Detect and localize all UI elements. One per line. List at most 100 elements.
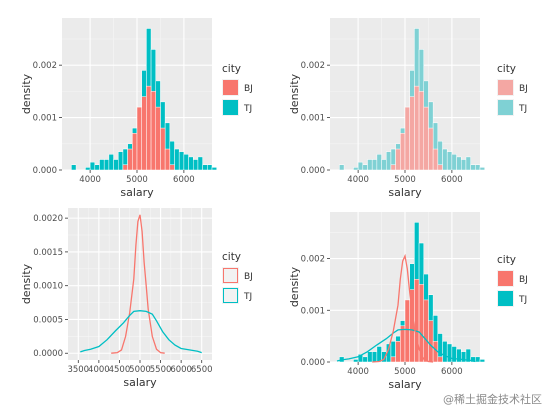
x-tick-label: 6000 [170, 365, 192, 375]
legend-label-tj: TJ [518, 295, 527, 305]
legend-label-tj: TJ [243, 292, 252, 302]
histogram-bar-tj [339, 164, 345, 171]
x-tick-label: 5500 [150, 365, 172, 375]
histogram-bar-bj [160, 127, 166, 171]
histogram-bar-tj [446, 343, 453, 363]
legend-key-tj [223, 100, 238, 115]
histogram-bar-bj [164, 148, 171, 171]
histogram-bar-bj [141, 96, 147, 171]
legend-label-bj: BJ [244, 272, 253, 282]
histogram-bar-tj [367, 351, 373, 363]
histogram-bar-tj [446, 151, 453, 171]
histogram-bar-bj [437, 356, 443, 363]
histogram-bar-bj [136, 106, 142, 171]
histogram-bar-tj [456, 348, 462, 363]
legend-key-tj [498, 100, 513, 115]
histogram-bar-bj [423, 299, 429, 363]
histogram-bar-tj [362, 164, 368, 171]
histogram-bar-tj [451, 154, 457, 171]
x-tick-label: 5000 [129, 365, 151, 375]
histogram-bar-bj [409, 96, 415, 171]
density-line-tj [80, 310, 202, 354]
histogram-bar-tj [470, 164, 476, 171]
histogram-bar-tj [353, 167, 359, 171]
histogram-bar-bj [395, 341, 401, 363]
histogram-bar-tj [94, 164, 100, 171]
histogram-bar-bj [150, 91, 156, 171]
x-tick-label: 5000 [126, 175, 148, 185]
y-tick-label: 0.0015 [33, 248, 63, 258]
histogram-bar-bj [432, 148, 439, 171]
legend-key-tj [223, 288, 238, 303]
density-line-bj [111, 214, 165, 354]
watermark: @稀土掘金技术社区 [443, 393, 542, 406]
histogram-bar-tj [197, 156, 203, 171]
y-tick-label: 0.0010 [33, 282, 63, 292]
y-tick-label: 0.001 [301, 306, 325, 316]
x-tick-label: 6000 [173, 175, 195, 185]
x-axis-title: salary [123, 376, 157, 389]
histogram-bar-tj [103, 159, 110, 171]
histogram-bar-tj [108, 154, 114, 171]
histogram-bar-bj [428, 127, 434, 171]
y-tick-label: 0.001 [301, 114, 325, 124]
x-tick-label: 3500 [67, 365, 89, 375]
histogram-bar-tj [456, 156, 462, 171]
histogram-bar-tj [99, 159, 105, 171]
y-tick-label: 0.000 [33, 166, 57, 176]
histogram-bar-tj [451, 346, 457, 363]
legend-key-bg [222, 287, 239, 304]
histogram-bar-tj [386, 151, 392, 171]
histogram-bar-tj [475, 164, 481, 171]
legend-label-bj: BJ [244, 84, 253, 94]
x-tick-label: 5000 [394, 175, 416, 185]
histogram-bar-bj [390, 356, 396, 363]
histogram-bar-bj [414, 278, 420, 363]
legend-key-bj [498, 80, 513, 95]
histogram-bar-tj [376, 154, 382, 171]
density-line-tj [336, 328, 476, 363]
histogram-bar-bj [400, 325, 406, 363]
y-tick-label: 0.001 [33, 114, 57, 124]
panel-top-left: 0.000 0.001 0.002 4000 5000 6000 salary density… [20, 18, 253, 199]
histogram-bar-tj [371, 159, 378, 171]
y-tick-label: 0.0020 [33, 214, 63, 224]
histogram-bar-bj [132, 133, 138, 171]
legend-title: city [222, 251, 241, 263]
x-tick-label: 4000 [347, 175, 369, 185]
y-tick-label: 0.0005 [33, 315, 63, 325]
histogram-bar-tj [207, 164, 213, 171]
y-tick-label: 0.000 [301, 166, 325, 176]
histogram-bar-tj [193, 159, 199, 171]
x-axis-title: salary [120, 186, 154, 199]
y-tick-label: 0.002 [33, 61, 57, 71]
y-tick-label: 0.000 [301, 358, 325, 368]
x-tick-label: 4000 [88, 365, 110, 375]
legend-key-bj [223, 268, 238, 283]
x-tick-label: 4000 [347, 367, 369, 377]
histogram-bar-bj [437, 164, 443, 171]
y-axis-title: density [288, 73, 301, 114]
histogram-bar-tj [376, 346, 382, 363]
x-tick-label: 6500 [191, 365, 213, 375]
legend-title: city [497, 254, 516, 266]
histogram-bar-bj [404, 299, 410, 363]
histogram-bar-bj [127, 148, 133, 171]
histogram-bar-tj [465, 348, 471, 363]
legend-title: city [222, 63, 241, 75]
legend-title: city [497, 63, 516, 75]
histogram-bar-bj [390, 164, 396, 171]
legend-label-bj: BJ [519, 275, 528, 285]
histogram-bar-tj [113, 159, 119, 171]
y-axis-title: density [288, 266, 301, 307]
histogram-bar-tj [442, 341, 448, 363]
density-line-bj [372, 253, 434, 363]
panel-bottom-left: 0.0000 0.0005 0.0010 0.0015 0.0020 3500400045… [20, 208, 253, 389]
legend-label-tj: TJ [518, 104, 527, 114]
y-tick-label: 0.002 [301, 61, 325, 71]
histogram-bar-bj [122, 164, 128, 171]
